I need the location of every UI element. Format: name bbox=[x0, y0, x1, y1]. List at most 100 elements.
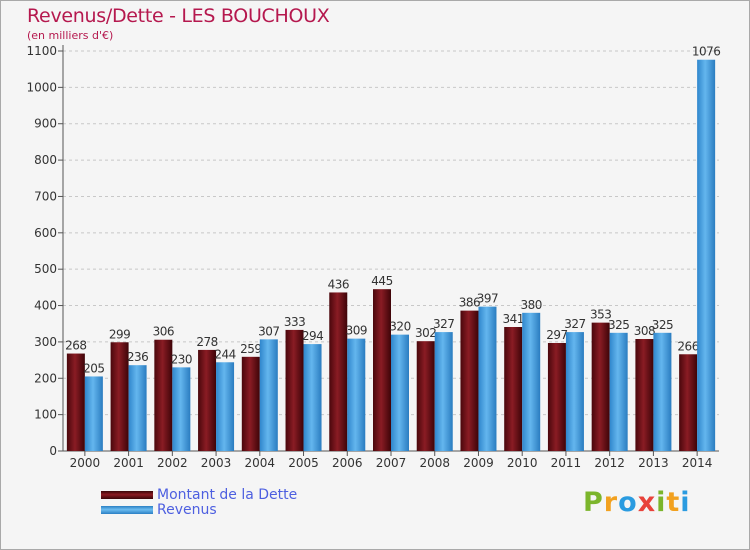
x-tick-label: 2010 bbox=[507, 456, 538, 470]
bar-revenus bbox=[303, 344, 322, 451]
data-label-dette: 308 bbox=[634, 324, 655, 338]
data-label-revenus: 309 bbox=[346, 324, 367, 338]
data-label-revenus: 1076 bbox=[692, 45, 721, 59]
data-label-dette: 306 bbox=[153, 325, 174, 339]
data-label-revenus: 205 bbox=[83, 361, 104, 375]
data-label-revenus: 294 bbox=[302, 329, 323, 343]
bar-dette bbox=[635, 339, 654, 451]
data-label-revenus: 327 bbox=[564, 317, 585, 331]
y-tick-label: 300 bbox=[34, 335, 57, 349]
data-label-dette: 302 bbox=[415, 326, 436, 340]
bar-revenus bbox=[128, 365, 147, 451]
bar-revenus bbox=[172, 367, 191, 451]
y-tick-label: 500 bbox=[34, 262, 57, 276]
y-tick-label: 600 bbox=[34, 226, 57, 240]
y-tick-label: 400 bbox=[34, 299, 57, 313]
legend-swatch-revenus bbox=[101, 505, 153, 514]
logo-letter: r bbox=[603, 487, 619, 518]
bar-revenus bbox=[565, 332, 584, 451]
data-label-revenus: 380 bbox=[520, 298, 541, 312]
legend-item-dette: Montant de la Dette bbox=[101, 486, 298, 503]
bar-revenus bbox=[697, 59, 716, 452]
data-label-revenus: 307 bbox=[258, 324, 279, 338]
data-label-revenus: 244 bbox=[214, 347, 235, 361]
y-tick-label: 800 bbox=[34, 153, 57, 167]
x-tick-label: 2014 bbox=[682, 456, 713, 470]
y-tick-label: 1000 bbox=[26, 80, 57, 94]
y-tick-label: 1100 bbox=[26, 44, 57, 58]
legend-item-revenus: Revenus bbox=[101, 501, 297, 518]
data-label-revenus: 397 bbox=[477, 292, 498, 306]
x-tick-label: 2001 bbox=[113, 456, 144, 470]
y-tick-label: 900 bbox=[34, 117, 57, 131]
data-label-dette: 436 bbox=[328, 277, 349, 291]
bar-revenus bbox=[609, 332, 628, 451]
data-label-dette: 297 bbox=[546, 328, 567, 342]
data-label-revenus: 320 bbox=[389, 320, 410, 334]
data-label-revenus: 230 bbox=[171, 352, 192, 366]
bar-revenus bbox=[653, 332, 672, 451]
data-label-dette: 268 bbox=[65, 339, 86, 353]
x-tick-label: 2003 bbox=[201, 456, 232, 470]
x-tick-label: 2000 bbox=[70, 456, 101, 470]
bar-dette bbox=[373, 289, 391, 451]
bar-dette bbox=[329, 292, 348, 451]
logo-letter: x bbox=[637, 487, 657, 518]
bar-revenus bbox=[216, 362, 235, 451]
bar-dette bbox=[241, 356, 260, 451]
bar-revenus bbox=[434, 332, 453, 451]
data-label-revenus: 325 bbox=[608, 318, 629, 332]
data-label-dette: 353 bbox=[590, 308, 611, 322]
x-tick-label: 2013 bbox=[638, 456, 669, 470]
bar-dette bbox=[460, 310, 479, 451]
data-label-dette: 386 bbox=[459, 296, 480, 310]
x-tick-label: 2011 bbox=[551, 456, 582, 470]
logo-letter: t bbox=[666, 487, 681, 518]
data-label-revenus: 325 bbox=[652, 318, 673, 332]
legend: Montant de la Dette Revenus bbox=[101, 486, 298, 518]
bar-revenus bbox=[391, 334, 409, 451]
data-label-dette: 445 bbox=[371, 274, 392, 288]
bar-dette bbox=[66, 353, 85, 451]
x-tick-label: 2005 bbox=[288, 456, 319, 470]
logo-letter: i bbox=[656, 487, 667, 518]
x-tick-label: 2004 bbox=[245, 456, 276, 470]
bar-dette bbox=[547, 343, 566, 451]
data-label-dette: 259 bbox=[240, 342, 261, 356]
data-label-revenus: 236 bbox=[127, 350, 148, 364]
data-label-dette: 333 bbox=[284, 315, 305, 329]
legend-label-revenus: Revenus bbox=[157, 501, 217, 518]
bar-dette bbox=[198, 349, 217, 451]
bar-revenus bbox=[347, 338, 366, 451]
legend-label-dette: Montant de la Dette bbox=[157, 486, 298, 503]
y-tick-label: 700 bbox=[34, 189, 57, 203]
data-label-dette: 299 bbox=[109, 327, 130, 341]
x-tick-label: 2006 bbox=[332, 456, 363, 470]
bar-revenus bbox=[522, 312, 541, 451]
x-tick-label: 2009 bbox=[463, 456, 494, 470]
logo-letter: i bbox=[680, 487, 691, 518]
x-tick-label: 2012 bbox=[594, 456, 625, 470]
data-label-dette: 266 bbox=[677, 339, 698, 353]
bar-dette bbox=[285, 329, 304, 451]
bar-revenus bbox=[84, 376, 103, 451]
x-tick-label: 2007 bbox=[376, 456, 407, 470]
chart-subtitle: (en milliers d'€) bbox=[27, 29, 114, 42]
x-tick-label: 2002 bbox=[157, 456, 188, 470]
y-tick-label: 200 bbox=[34, 371, 57, 385]
bar-dette bbox=[504, 327, 523, 451]
bar-dette bbox=[416, 341, 435, 451]
chart-title: Revenus/Dette - LES BOUCHOUX bbox=[27, 5, 330, 27]
y-tick-label: 0 bbox=[49, 444, 57, 458]
data-label-dette: 278 bbox=[196, 335, 217, 349]
logo-letter: o bbox=[618, 487, 638, 518]
x-tick-label: 2008 bbox=[419, 456, 450, 470]
bar-revenus bbox=[478, 306, 497, 451]
bar-dette bbox=[154, 339, 173, 451]
bar-dette bbox=[110, 342, 129, 451]
data-label-revenus: 327 bbox=[433, 317, 454, 331]
y-tick-label: 100 bbox=[34, 408, 57, 422]
legend-swatch-dette bbox=[101, 490, 153, 499]
